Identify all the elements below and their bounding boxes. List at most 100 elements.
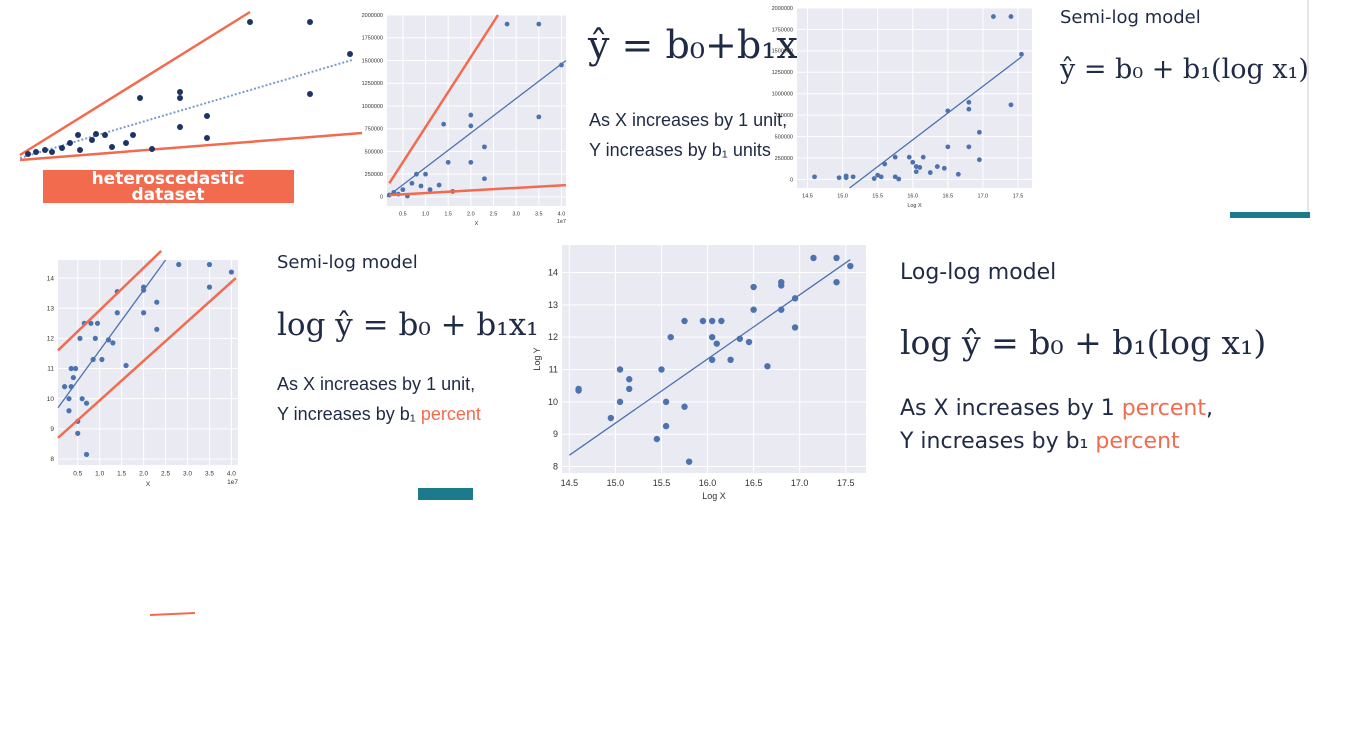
point (445, 159, 451, 165)
point (70, 374, 76, 381)
point (708, 317, 716, 325)
point (662, 398, 670, 406)
points (575, 254, 854, 465)
bound-line (19, 131, 363, 162)
point (955, 171, 961, 177)
x-tick-label: 15.5 (872, 194, 883, 200)
x-axis-label: Log X (702, 491, 726, 501)
y-tick-label: 10 (47, 396, 55, 403)
point (114, 310, 120, 316)
point (94, 320, 101, 326)
x-tick-label: 3.0 (512, 212, 520, 218)
point (607, 414, 615, 422)
point (88, 320, 94, 326)
point (77, 335, 83, 341)
point (810, 254, 817, 262)
x-tick-label: 4.0 (558, 212, 566, 218)
description: As X increases by 1 unit, (589, 110, 787, 130)
point (536, 21, 542, 27)
description: Y increases by b₁ percent (899, 429, 1180, 454)
point (927, 170, 933, 175)
x-axis-label: Log X (907, 203, 922, 209)
fit-line (568, 259, 851, 456)
x-tick-label: 4.0 (227, 471, 236, 478)
point (436, 182, 442, 188)
point (409, 180, 415, 186)
point (468, 159, 474, 165)
fit-line (849, 56, 1022, 189)
x-axis-label: X (146, 481, 151, 488)
x-tick-label: 0.5 (73, 471, 82, 478)
fit-line (388, 14, 500, 184)
highlight: percent (1122, 396, 1207, 421)
x-tick-label: 2.5 (161, 471, 170, 478)
fit-line (389, 183, 567, 197)
x-tick-label: 1.5 (117, 471, 126, 478)
point (750, 283, 757, 291)
point (966, 99, 972, 105)
badge (418, 488, 473, 500)
point (110, 340, 116, 346)
x-tick-label: 17.5 (837, 478, 855, 488)
point (934, 164, 940, 169)
point (1019, 51, 1024, 57)
axis-offset: 1e7 (557, 219, 566, 225)
label: dataset (131, 185, 204, 205)
y-tick-label: 750000 (775, 113, 793, 119)
point (778, 282, 785, 289)
y-tick-label: 12 (47, 336, 55, 343)
chart: 0.5 1.0 1.5 2.0 2.5 3.0 3.5 4.0 8 9 10 11 12 13 14 X 1e7 (47, 250, 238, 488)
x-tick-label: 1.5 (444, 212, 452, 218)
point (708, 333, 716, 341)
y-tick-label: 2000000 (362, 13, 383, 19)
y-tick-label: 8 (553, 462, 558, 472)
point (708, 356, 716, 364)
point (123, 362, 129, 369)
y-tick-label: 1500000 (772, 49, 793, 55)
x-tick-label: 1.0 (422, 212, 430, 218)
point (871, 176, 877, 181)
point (176, 261, 182, 268)
point (75, 430, 81, 436)
y-axis-label: Log Y (532, 347, 542, 370)
y-tick-label: 250000 (365, 172, 383, 178)
point (917, 165, 923, 170)
point (681, 317, 688, 325)
chart: 14.5 15.0 15.5 16.0 16.5 17.0 17.5 0 250000 50000… (772, 6, 1032, 209)
x-axis-label: X (475, 221, 479, 227)
x-tick-label: 16.5 (942, 194, 953, 200)
point (83, 451, 90, 458)
fit-line (57, 250, 163, 352)
point (536, 114, 542, 120)
formula: log ŷ = b₀ + b₁x₁ (277, 307, 539, 343)
point (653, 435, 661, 443)
model-title: Semi-log model (277, 252, 418, 273)
point (913, 169, 919, 175)
text: , (1206, 396, 1213, 421)
point (418, 183, 424, 189)
point (685, 458, 693, 465)
x-tick-label: 16.5 (745, 478, 763, 488)
description: As X increases by 1 percent, (900, 396, 1213, 421)
highlight: percent (421, 404, 481, 424)
y-tick-label: 1000000 (362, 104, 383, 110)
text: Y increases by b₁ (277, 404, 421, 424)
point (427, 187, 433, 193)
model-title: Log-log model (900, 260, 1056, 285)
y-tick-label: 1500000 (362, 58, 383, 64)
formula: log ŷ = b₀ + b₁(log x₁) (900, 323, 1266, 362)
y-tick-label: 14 (47, 275, 55, 282)
x-tick-label: 15.5 (653, 478, 671, 488)
y-tick-label: 11 (47, 366, 54, 373)
point (154, 299, 160, 305)
point (482, 144, 487, 150)
point (878, 174, 884, 180)
label-box (43, 170, 294, 203)
point (718, 317, 725, 325)
formula: ŷ = b₀ + b₁(log x₁) (1059, 54, 1309, 85)
point (1008, 14, 1014, 19)
y-tick-label: 1250000 (362, 81, 383, 87)
point (228, 269, 235, 275)
y-tick-label: 14 (548, 267, 558, 277)
